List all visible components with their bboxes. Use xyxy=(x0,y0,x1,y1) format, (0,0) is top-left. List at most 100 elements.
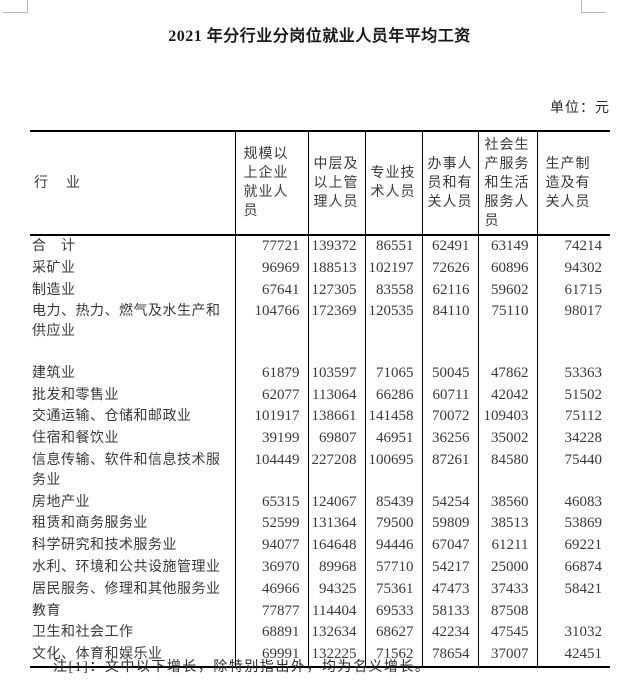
wage-value: 62116 xyxy=(421,279,478,302)
wage-value: 52599 xyxy=(234,513,308,536)
industry-name: 科学研究和技术服务业 xyxy=(32,538,177,554)
column-header-service: 社会生产服务和生活服务人员 xyxy=(477,131,537,236)
wage-value: 227208 xyxy=(307,449,365,492)
wage-value: 139372 xyxy=(307,235,365,258)
industry-name: 租赁和商务服务业 xyxy=(32,516,148,532)
wage-value: 98017 xyxy=(536,301,610,363)
wage-value: 71562 xyxy=(364,644,422,667)
wage-value: 68891 xyxy=(234,622,308,645)
table-row: 交通运输、仓储和邮政业 101917 138661 141458 70072 109403… xyxy=(30,406,610,429)
industry-name: 文化、体育和娱乐业 xyxy=(32,647,163,663)
wage-value: 61715 xyxy=(536,279,610,302)
wage-value: 54217 xyxy=(421,556,478,579)
wage-value: 59602 xyxy=(477,279,537,302)
table-row: 居民服务、修理和其他服务业 46966 94325 75361 47473 37433 58… xyxy=(30,578,610,601)
industry-name: 房地产业 xyxy=(32,494,90,510)
table-row: 文化、体育和娱乐业 69991 132225 71562 78654 37007 42451 xyxy=(30,644,610,667)
wage-value: 131364 xyxy=(307,513,365,536)
wage-value: 58421 xyxy=(536,578,610,601)
unit-label: 单位：元 xyxy=(550,101,610,116)
page-title: 2021 年分行业分岗位就业人员年平均工资 xyxy=(168,28,471,45)
wage-value: 74214 xyxy=(536,235,610,258)
table-row: 采矿业 96969 188513 102197 72626 60896 94302 xyxy=(30,257,610,280)
industry-name: 采矿业 xyxy=(32,260,76,276)
wage-value: 77877 xyxy=(234,600,308,623)
wage-value: 94325 xyxy=(307,578,365,601)
wage-value: 47473 xyxy=(421,578,478,601)
wage-value: 42042 xyxy=(477,384,537,407)
wage-value: 51502 xyxy=(536,384,610,407)
crop-mark-top-right-vertical xyxy=(581,0,582,13)
wage-value: 132225 xyxy=(307,644,365,667)
wage-value: 37007 xyxy=(477,644,537,667)
header-row: 行 业 规模以上企业就业人员 中层及以上管理人员 专业技术人员 办事人员和有关人… xyxy=(30,131,610,236)
wage-value: 59809 xyxy=(421,513,478,536)
table-row: 合 计 77721 139372 86551 62491 63149 74214 xyxy=(30,235,610,258)
table-row: 卫生和社会工作 68891 132634 68627 42234 47545 31032 xyxy=(30,622,610,645)
wage-value: 132634 xyxy=(307,622,365,645)
wage-value: 141458 xyxy=(364,406,422,429)
table-row: 房地产业 65315 124067 85439 54254 38560 46083 xyxy=(30,491,610,514)
wage-value: 71065 xyxy=(364,362,422,385)
wage-value: 100695 xyxy=(364,449,422,492)
wage-value: 164648 xyxy=(307,535,365,557)
wage-value: 47545 xyxy=(477,622,537,645)
wage-value: 36256 xyxy=(421,428,478,450)
wage-value: 102197 xyxy=(364,257,422,280)
wage-value: 87508 xyxy=(477,600,537,623)
column-header-employees: 规模以上企业就业人员 xyxy=(234,131,308,236)
industry-name: 住宿和餐饮业 xyxy=(32,431,119,447)
wage-value: 37433 xyxy=(477,578,537,601)
wage-value: 94077 xyxy=(234,535,308,557)
wage-value: 103597 xyxy=(307,362,365,385)
wage-value: 70072 xyxy=(421,406,478,429)
wage-value: 104449 xyxy=(234,449,308,492)
table-row: 住宿和餐饮业 39199 69807 46951 36256 35002 34228 xyxy=(30,428,610,450)
wage-value: 69807 xyxy=(307,428,365,450)
wage-value: 60711 xyxy=(421,384,478,407)
table-row: 科学研究和技术服务业 94077 164648 94446 67047 61211 6922… xyxy=(30,535,610,557)
wage-value: 62491 xyxy=(421,235,478,258)
industry-name: 交通运输、仓储和邮政业 xyxy=(32,409,192,425)
wage-value: 46966 xyxy=(234,578,308,601)
table-row: 批发和零售业 62077 113064 66286 60711 42042 51502 xyxy=(30,384,610,407)
wage-value: 46083 xyxy=(536,491,610,514)
wage-value: 53869 xyxy=(536,513,610,536)
wage-value: 94302 xyxy=(536,257,610,280)
industry-name: 水利、环境和公共设施管理业 xyxy=(32,559,221,575)
column-header-managers: 中层及以上管理人员 xyxy=(307,131,365,236)
wage-value: 86551 xyxy=(364,235,422,258)
industry-column-header: 行 业 xyxy=(30,131,235,236)
wage-value: 58133 xyxy=(421,600,478,623)
wage-value: 38560 xyxy=(477,491,537,514)
wage-value: 127305 xyxy=(307,279,365,302)
wage-value: 35002 xyxy=(477,428,537,450)
wage-value: 138661 xyxy=(307,406,365,429)
table-row: 信息传输、软件和信息技术服务业 104449 227208 100695 87261 84… xyxy=(30,449,610,492)
wage-value: 62077 xyxy=(234,384,308,407)
wage-value: 75361 xyxy=(364,578,422,601)
wage-value: 66874 xyxy=(536,556,610,579)
wage-value: 25000 xyxy=(477,556,537,579)
wage-value: 114404 xyxy=(307,600,365,623)
industry-name: 建筑业 xyxy=(32,365,76,381)
wage-value: 77721 xyxy=(234,235,308,258)
wage-value: 94446 xyxy=(364,535,422,557)
wage-value: 61211 xyxy=(477,535,537,557)
wage-value: 69533 xyxy=(364,600,422,623)
table-row: 制造业 67641 127305 83558 62116 59602 61715 xyxy=(30,279,610,302)
wage-value: 104766 xyxy=(234,301,308,363)
wage-value: 38513 xyxy=(477,513,537,536)
industry-name: 居民服务、修理和其他服务业 xyxy=(32,581,221,597)
wage-value: 57710 xyxy=(364,556,422,579)
wage-value: 75110 xyxy=(477,301,537,363)
wage-value: 75440 xyxy=(536,449,610,492)
wage-value: 113064 xyxy=(307,384,365,407)
crop-mark-top-left-horizontal xyxy=(3,12,27,13)
wage-value: 68627 xyxy=(364,622,422,645)
wage-value: 34228 xyxy=(536,428,610,450)
wage-value: 67047 xyxy=(421,535,478,557)
table-row: 租赁和商务服务业 52599 131364 79500 59809 38513 53869 xyxy=(30,513,610,536)
wage-value: 69221 xyxy=(536,535,610,557)
wage-value: 65315 xyxy=(234,491,308,514)
